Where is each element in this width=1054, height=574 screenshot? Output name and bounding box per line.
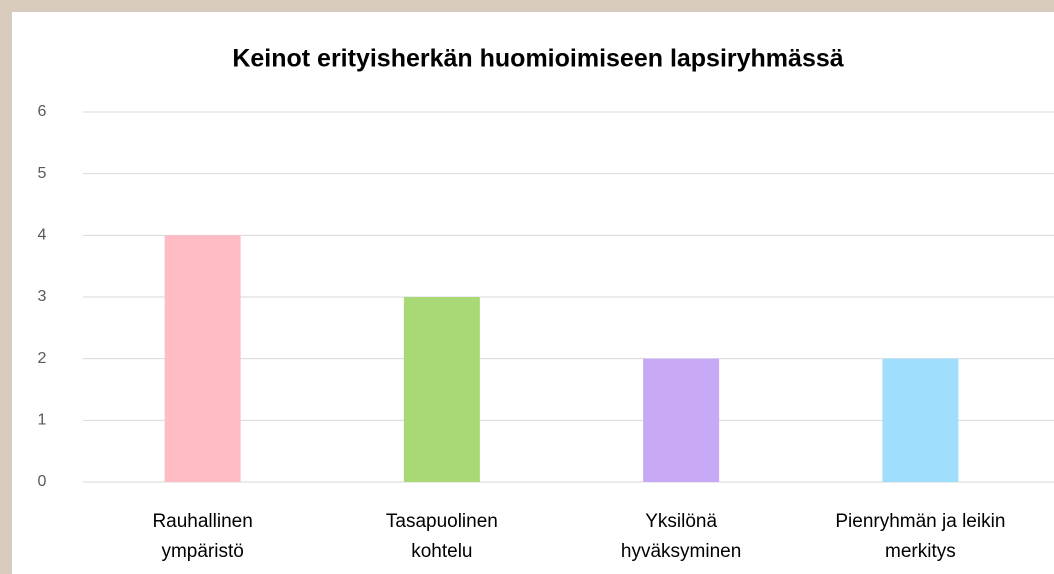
x-tick-label: kohtelu	[411, 541, 472, 562]
bar	[164, 235, 241, 482]
x-tick-label: Yksilönä	[645, 511, 717, 532]
x-tick-label: Rauhallinen	[152, 511, 252, 532]
x-tick-label: merkitys	[885, 541, 956, 562]
y-tick-label: 2	[38, 350, 47, 367]
x-tick-label: ympäristö	[161, 541, 243, 562]
y-tick-label: 3	[38, 288, 47, 305]
chart-title: Keinot erityisherkän huomioimiseen lapsi…	[232, 45, 843, 73]
x-tick-label: Pienryhmän ja leikin	[835, 511, 1005, 532]
y-tick-label: 6	[38, 103, 47, 120]
y-tick-label: 0	[38, 473, 47, 490]
bar	[643, 358, 720, 482]
x-tick-label: Tasapuolinen	[386, 511, 498, 532]
bar	[403, 297, 480, 482]
x-tick-label: hyväksyminen	[621, 541, 741, 562]
bar	[882, 358, 959, 482]
y-tick-label: 5	[38, 165, 47, 182]
y-tick-label: 1	[38, 412, 47, 429]
y-tick-label: 4	[38, 227, 47, 244]
